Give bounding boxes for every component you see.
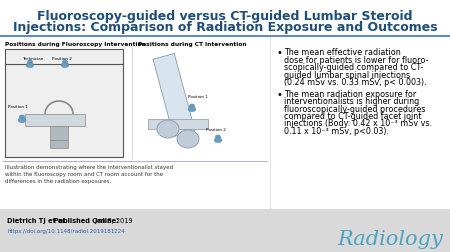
Text: •: • <box>276 48 282 58</box>
Text: fluoroscopically-guided procedures: fluoroscopically-guided procedures <box>284 104 425 113</box>
Text: Positions during Fluoroscopy Intervention: Positions during Fluoroscopy Interventio… <box>5 42 146 47</box>
Text: Technician: Technician <box>22 57 43 61</box>
Ellipse shape <box>216 135 220 140</box>
Text: Position 1: Position 1 <box>8 105 28 109</box>
Ellipse shape <box>26 64 34 68</box>
Text: scopically-guided compared to CT-: scopically-guided compared to CT- <box>284 63 423 72</box>
Text: •: • <box>276 89 282 99</box>
Text: Fluoroscopy-guided versus CT-guided Lumbar Steroid: Fluoroscopy-guided versus CT-guided Lumb… <box>37 10 413 23</box>
Text: Position 2: Position 2 <box>52 57 72 61</box>
Text: dose for patients is lower for fluoro-: dose for patients is lower for fluoro- <box>284 55 428 64</box>
Text: The mean effective radiation: The mean effective radiation <box>284 48 401 57</box>
Bar <box>50 127 68 140</box>
Text: (0.24 mSv vs. 0.33 mSv, p< 0.003).: (0.24 mSv vs. 0.33 mSv, p< 0.003). <box>284 78 427 87</box>
Ellipse shape <box>157 120 179 138</box>
Text: Dietrich TJ et al.: Dietrich TJ et al. <box>7 217 67 223</box>
Ellipse shape <box>19 115 25 120</box>
Bar <box>25 115 85 127</box>
Text: injections (Body: 0.42 x 10⁻³ mSv vs.: injections (Body: 0.42 x 10⁻³ mSv vs. <box>284 119 432 128</box>
Bar <box>148 119 208 130</box>
Text: guided lumbar spinal injections: guided lumbar spinal injections <box>284 70 410 79</box>
Text: Radiology: Radiology <box>337 229 443 248</box>
Bar <box>153 54 195 137</box>
Text: interventionalists is higher during: interventionalists is higher during <box>284 97 419 106</box>
Text: Published Online:: Published Online: <box>49 217 119 223</box>
Bar <box>270 37 450 209</box>
Ellipse shape <box>214 138 222 143</box>
Text: https://doi.org/10.1148/radiol.2019181224: https://doi.org/10.1148/radiol.201918122… <box>7 228 125 233</box>
Bar <box>0 0 450 38</box>
Bar <box>0 209 450 252</box>
Text: Jan 8, 2019: Jan 8, 2019 <box>93 217 133 223</box>
Ellipse shape <box>18 118 26 123</box>
Bar <box>50 140 68 148</box>
Ellipse shape <box>27 61 32 65</box>
Text: Illustration demonstrating where the interventionalist stayed
within the fluoros: Illustration demonstrating where the int… <box>5 164 173 183</box>
Ellipse shape <box>188 107 196 112</box>
Bar <box>0 37 270 209</box>
Text: The mean radiation exposure for: The mean radiation exposure for <box>284 89 416 98</box>
Ellipse shape <box>189 105 194 109</box>
Text: Injections: Comparison of Radiation Exposure and Outcomes: Injections: Comparison of Radiation Expo… <box>13 21 437 34</box>
Text: Position 2: Position 2 <box>206 128 226 132</box>
Ellipse shape <box>61 64 69 68</box>
Ellipse shape <box>63 61 68 65</box>
Bar <box>5 50 123 158</box>
Text: compared to CT-guided facet joint: compared to CT-guided facet joint <box>284 112 421 120</box>
Text: Position 1: Position 1 <box>188 94 208 99</box>
Ellipse shape <box>177 131 199 148</box>
Text: Positions during CT Intervention: Positions during CT Intervention <box>138 42 247 47</box>
Text: 0.11 x 10⁻³ mSv, p<0.03).: 0.11 x 10⁻³ mSv, p<0.03). <box>284 127 389 136</box>
